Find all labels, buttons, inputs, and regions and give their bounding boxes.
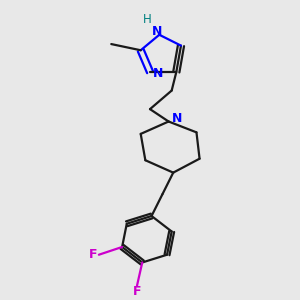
Text: F: F xyxy=(133,285,141,298)
Text: N: N xyxy=(152,25,162,38)
Text: F: F xyxy=(88,248,97,261)
Text: N: N xyxy=(172,112,182,125)
Text: H: H xyxy=(142,13,151,26)
Text: N: N xyxy=(153,67,163,80)
